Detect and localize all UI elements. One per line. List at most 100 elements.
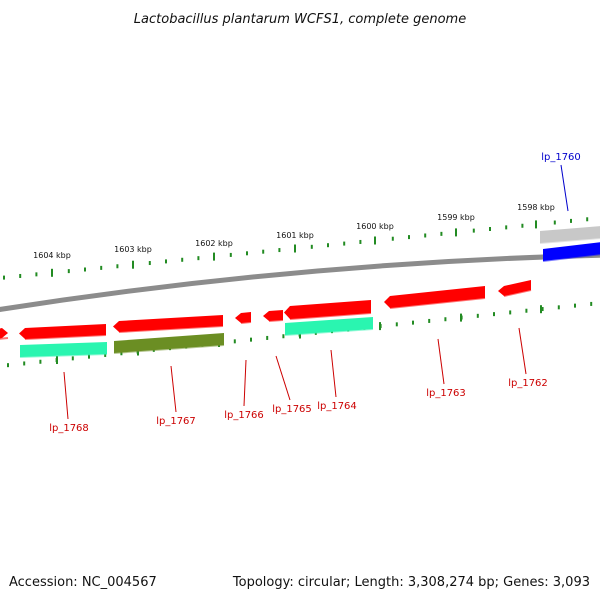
gene-label-lp-1767: lp_1767 [156,416,196,427]
minor-tick [391,236,394,241]
callout-lp-1767 [170,365,177,413]
cds-lp-1768-bar-shade [19,353,108,358]
minor-tick [590,301,593,306]
minor-tick [278,248,281,253]
minor-tick [116,264,119,269]
tick-label-1601-kbp: 1601 kbp [276,231,314,240]
tick-label-1598-kbp: 1598 kbp [517,203,555,212]
cds-lp-1760-blue-bar-shade [542,253,600,262]
cds-lp-1764-bar [284,317,374,336]
gene-lp-1765-arrow-body [263,310,283,321]
gene-lp-1767-arrow [113,315,224,333]
minor-tick [570,218,572,223]
major-tick [213,252,215,261]
tick-label-1604-kbp: 1604 kbp [33,251,71,260]
major-tick [535,220,537,229]
cds-lp-1768-bar [19,342,108,358]
callout-lp-1764 [330,349,337,398]
callout-lp-1763 [437,338,445,385]
minor-tick [310,244,313,249]
gene-lp-1764-arrow [284,300,372,320]
callout-lp-1766 [243,359,247,407]
minor-tick [472,228,475,233]
minor-tick [88,354,90,359]
gene-lp-1767-arrow-body [113,315,223,332]
gene-lp-1763-arrow-body [384,286,485,308]
gene-label-lp-1764: lp_1764 [317,401,357,412]
cds-lp-1768-bar-body [20,342,107,357]
outer-tick-ring [3,217,589,280]
gene-lp-1764-arrow-shade [289,312,372,320]
gene-label-lp-1760: lp_1760 [541,152,581,163]
genome-summary-text: Topology: circular; Length: 3,308,274 bp… [232,575,590,590]
cds-lp-1760-grey-bar-shade [539,237,600,244]
minor-tick [246,251,248,256]
minor-tick [408,235,410,240]
tick-label-1600-kbp: 1600 kbp [356,222,394,231]
minor-tick [586,217,589,222]
tick-label-1599-kbp: 1599 kbp [437,213,475,222]
gene-lp-1766-arrow-shade [240,321,252,324]
map-title: Lactobacillus plantarum WCFS1, complete … [134,12,466,27]
minor-tick [262,249,265,254]
gene-lp-1762-arrow-body [498,280,531,296]
gene-label-lp-1765: lp_1765 [272,404,312,415]
gene-label-lp-1762: lp_1762 [508,378,548,389]
cds-lp-1760-blue-bar-body [543,242,600,261]
minor-tick [476,313,479,318]
gene-lp-1765-arrow [263,310,284,322]
minor-tick [424,233,427,238]
minor-tick [7,363,9,368]
major-tick [51,268,53,277]
genome-backbone [0,252,600,312]
minor-tick [197,256,200,261]
minor-tick [327,243,329,248]
minor-tick [250,337,252,342]
minor-tick [574,303,576,308]
callout-lp-1765 [275,355,291,401]
minor-tick [282,334,285,339]
minor-tick [557,305,560,310]
gene-lp-1767-arrow-shade [118,325,224,333]
minor-tick [39,359,42,364]
cds-lp-1760-blue-bar [542,242,600,262]
gene-features [0,226,600,358]
minor-tick [266,335,269,340]
minor-tick [84,267,86,272]
callout-lp-1762 [518,327,527,375]
tick-label-1603-kbp: 1603 kbp [114,245,152,254]
cds-lp-1764-bar-shade [284,328,374,336]
gene-lp-1769-partial-shade [0,337,9,340]
minor-tick [35,272,38,277]
minor-tick [444,317,447,322]
minor-tick [67,269,70,274]
minor-tick [509,310,512,315]
major-tick [56,356,58,365]
cds-lp-1767-bar-shade [113,344,225,354]
gene-label-lp-1768: lp_1768 [49,423,89,434]
minor-tick [521,223,524,228]
minor-tick [505,225,508,230]
gene-lp-1765-arrow-shade [268,319,284,322]
minor-tick [412,320,414,325]
tick-label-1602-kbp: 1602 kbp [195,239,233,248]
minor-tick [100,265,103,270]
gene-lp-1762-arrow-shade [503,289,532,297]
minor-tick [489,227,491,231]
gene-lp-1768-arrow [19,324,107,340]
major-tick [374,236,376,245]
gene-lp-1768-arrow-shade [24,334,107,340]
callout-lp-1768 [63,371,69,420]
major-tick [379,322,381,331]
minor-tick [165,259,167,264]
minor-tick [23,361,26,366]
gene-lp-1762-arrow [498,280,532,297]
minor-tick [428,318,431,323]
cds-lp-1767-bar [113,333,225,354]
minor-tick [525,308,528,313]
major-tick [132,260,134,269]
minor-tick [181,257,184,262]
minor-tick [233,339,236,344]
callout-lp-1760 [560,164,569,212]
